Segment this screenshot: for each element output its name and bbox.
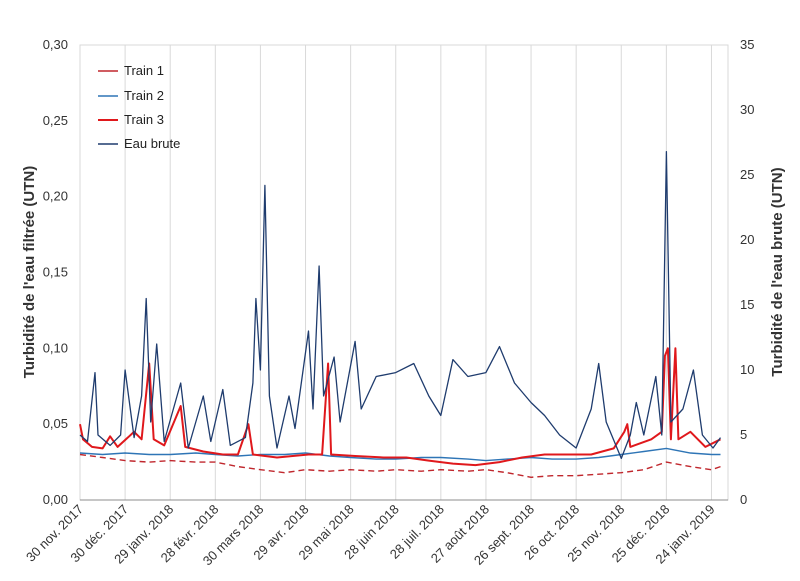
series-line-train-1 <box>79 453 721 478</box>
y2-tick-label: 15 <box>740 297 754 312</box>
legend-label-train-3: Train 3 <box>124 112 164 127</box>
y2-tick-label: 35 <box>740 37 754 52</box>
series-line-eau-brute <box>79 150 722 460</box>
y-tick-label: 0,15 <box>43 265 68 280</box>
legend-label-train-1: Train 1 <box>124 63 164 78</box>
y2-tick-label: 20 <box>740 232 754 247</box>
y2-tick-label: 10 <box>740 362 754 377</box>
vertical-gridlines <box>79 45 712 500</box>
right-y-axis-ticks: 0 5 10 15 20 25 30 35 <box>740 37 754 507</box>
y-tick-label: 0,25 <box>43 113 68 128</box>
legend-label-train-2: Train 2 <box>124 88 164 103</box>
y-tick-label: 0,05 <box>43 416 68 431</box>
left-y-axis-title: Turbidité de l'eau filtrée (UTN) <box>21 166 38 378</box>
y-tick-label: 0,30 <box>43 37 68 52</box>
legend-label-eau-brute: Eau brute <box>124 136 180 151</box>
y-tick-label: 0,10 <box>43 340 68 355</box>
y-tick-label: 0,00 <box>43 492 68 507</box>
y2-tick-label: 0 <box>740 492 747 507</box>
y2-tick-label: 25 <box>740 167 754 182</box>
right-y-axis-title: Turbidité de l'eau brute (UTN) <box>769 167 786 376</box>
left-y-axis-ticks: 0,00 0,05 0,10 0,15 0,20 0,25 0,30 <box>43 37 68 507</box>
legend: Train 1 Train 2 Train 3 Eau brute <box>98 63 180 151</box>
y2-tick-label: 5 <box>740 427 747 442</box>
y2-tick-label: 30 <box>740 102 754 117</box>
y-tick-label: 0,20 <box>43 189 68 204</box>
series-layer <box>79 150 722 478</box>
